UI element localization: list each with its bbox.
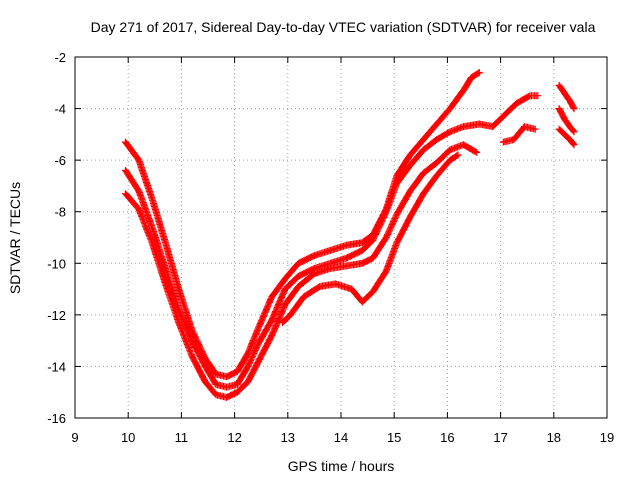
x-tick-label: 10	[121, 430, 135, 445]
x-tick-label: 13	[281, 430, 295, 445]
x-tick-label: 18	[547, 430, 561, 445]
y-axis-label: SDTVAR / TECUs	[7, 182, 23, 294]
x-tick-label: 19	[600, 430, 614, 445]
plus-markers	[499, 123, 539, 146]
series-track-7	[555, 105, 578, 136]
axis-ticks: 9 10 11 12 13 14 15 16 17 18 19 -16 -14 -12 -10 -8 -6 -4 -…	[47, 50, 614, 445]
y-tick-label: -4	[54, 102, 66, 117]
chart-title: Day 271 of 2017, Sidereal Day-to-day VTE…	[91, 19, 596, 35]
plus-markers	[122, 69, 483, 381]
x-tick-label: 11	[175, 430, 189, 445]
x-tick-label: 15	[387, 430, 401, 445]
series-track-8	[555, 125, 578, 149]
plus-markers	[555, 105, 578, 136]
series-track-1	[122, 69, 483, 381]
series-track-6	[555, 81, 578, 113]
y-tick-label: -16	[47, 411, 66, 426]
y-tick-label: -8	[54, 205, 66, 220]
series-track-3	[122, 141, 481, 401]
x-tick-label: 17	[493, 430, 507, 445]
plus-markers	[555, 125, 578, 149]
x-tick-label: 12	[227, 430, 241, 445]
x-tick-label: 9	[71, 430, 78, 445]
plus-markers	[122, 141, 481, 401]
y-tick-label: -12	[47, 308, 66, 323]
x-tick-label: 16	[440, 430, 454, 445]
y-tick-label: -6	[54, 153, 66, 168]
x-tick-label: 14	[334, 430, 348, 445]
y-tick-label: -2	[54, 50, 66, 65]
series-track-5	[499, 123, 539, 146]
data-series	[122, 69, 578, 401]
y-tick-label: -14	[47, 359, 66, 374]
plus-markers	[279, 151, 462, 327]
x-axis-label: GPS time / hours	[288, 458, 395, 474]
y-tick-label: -10	[47, 256, 66, 271]
plus-markers	[122, 92, 542, 391]
plus-markers	[555, 81, 578, 113]
series-track-2	[122, 92, 542, 391]
series-track-4	[279, 151, 462, 327]
